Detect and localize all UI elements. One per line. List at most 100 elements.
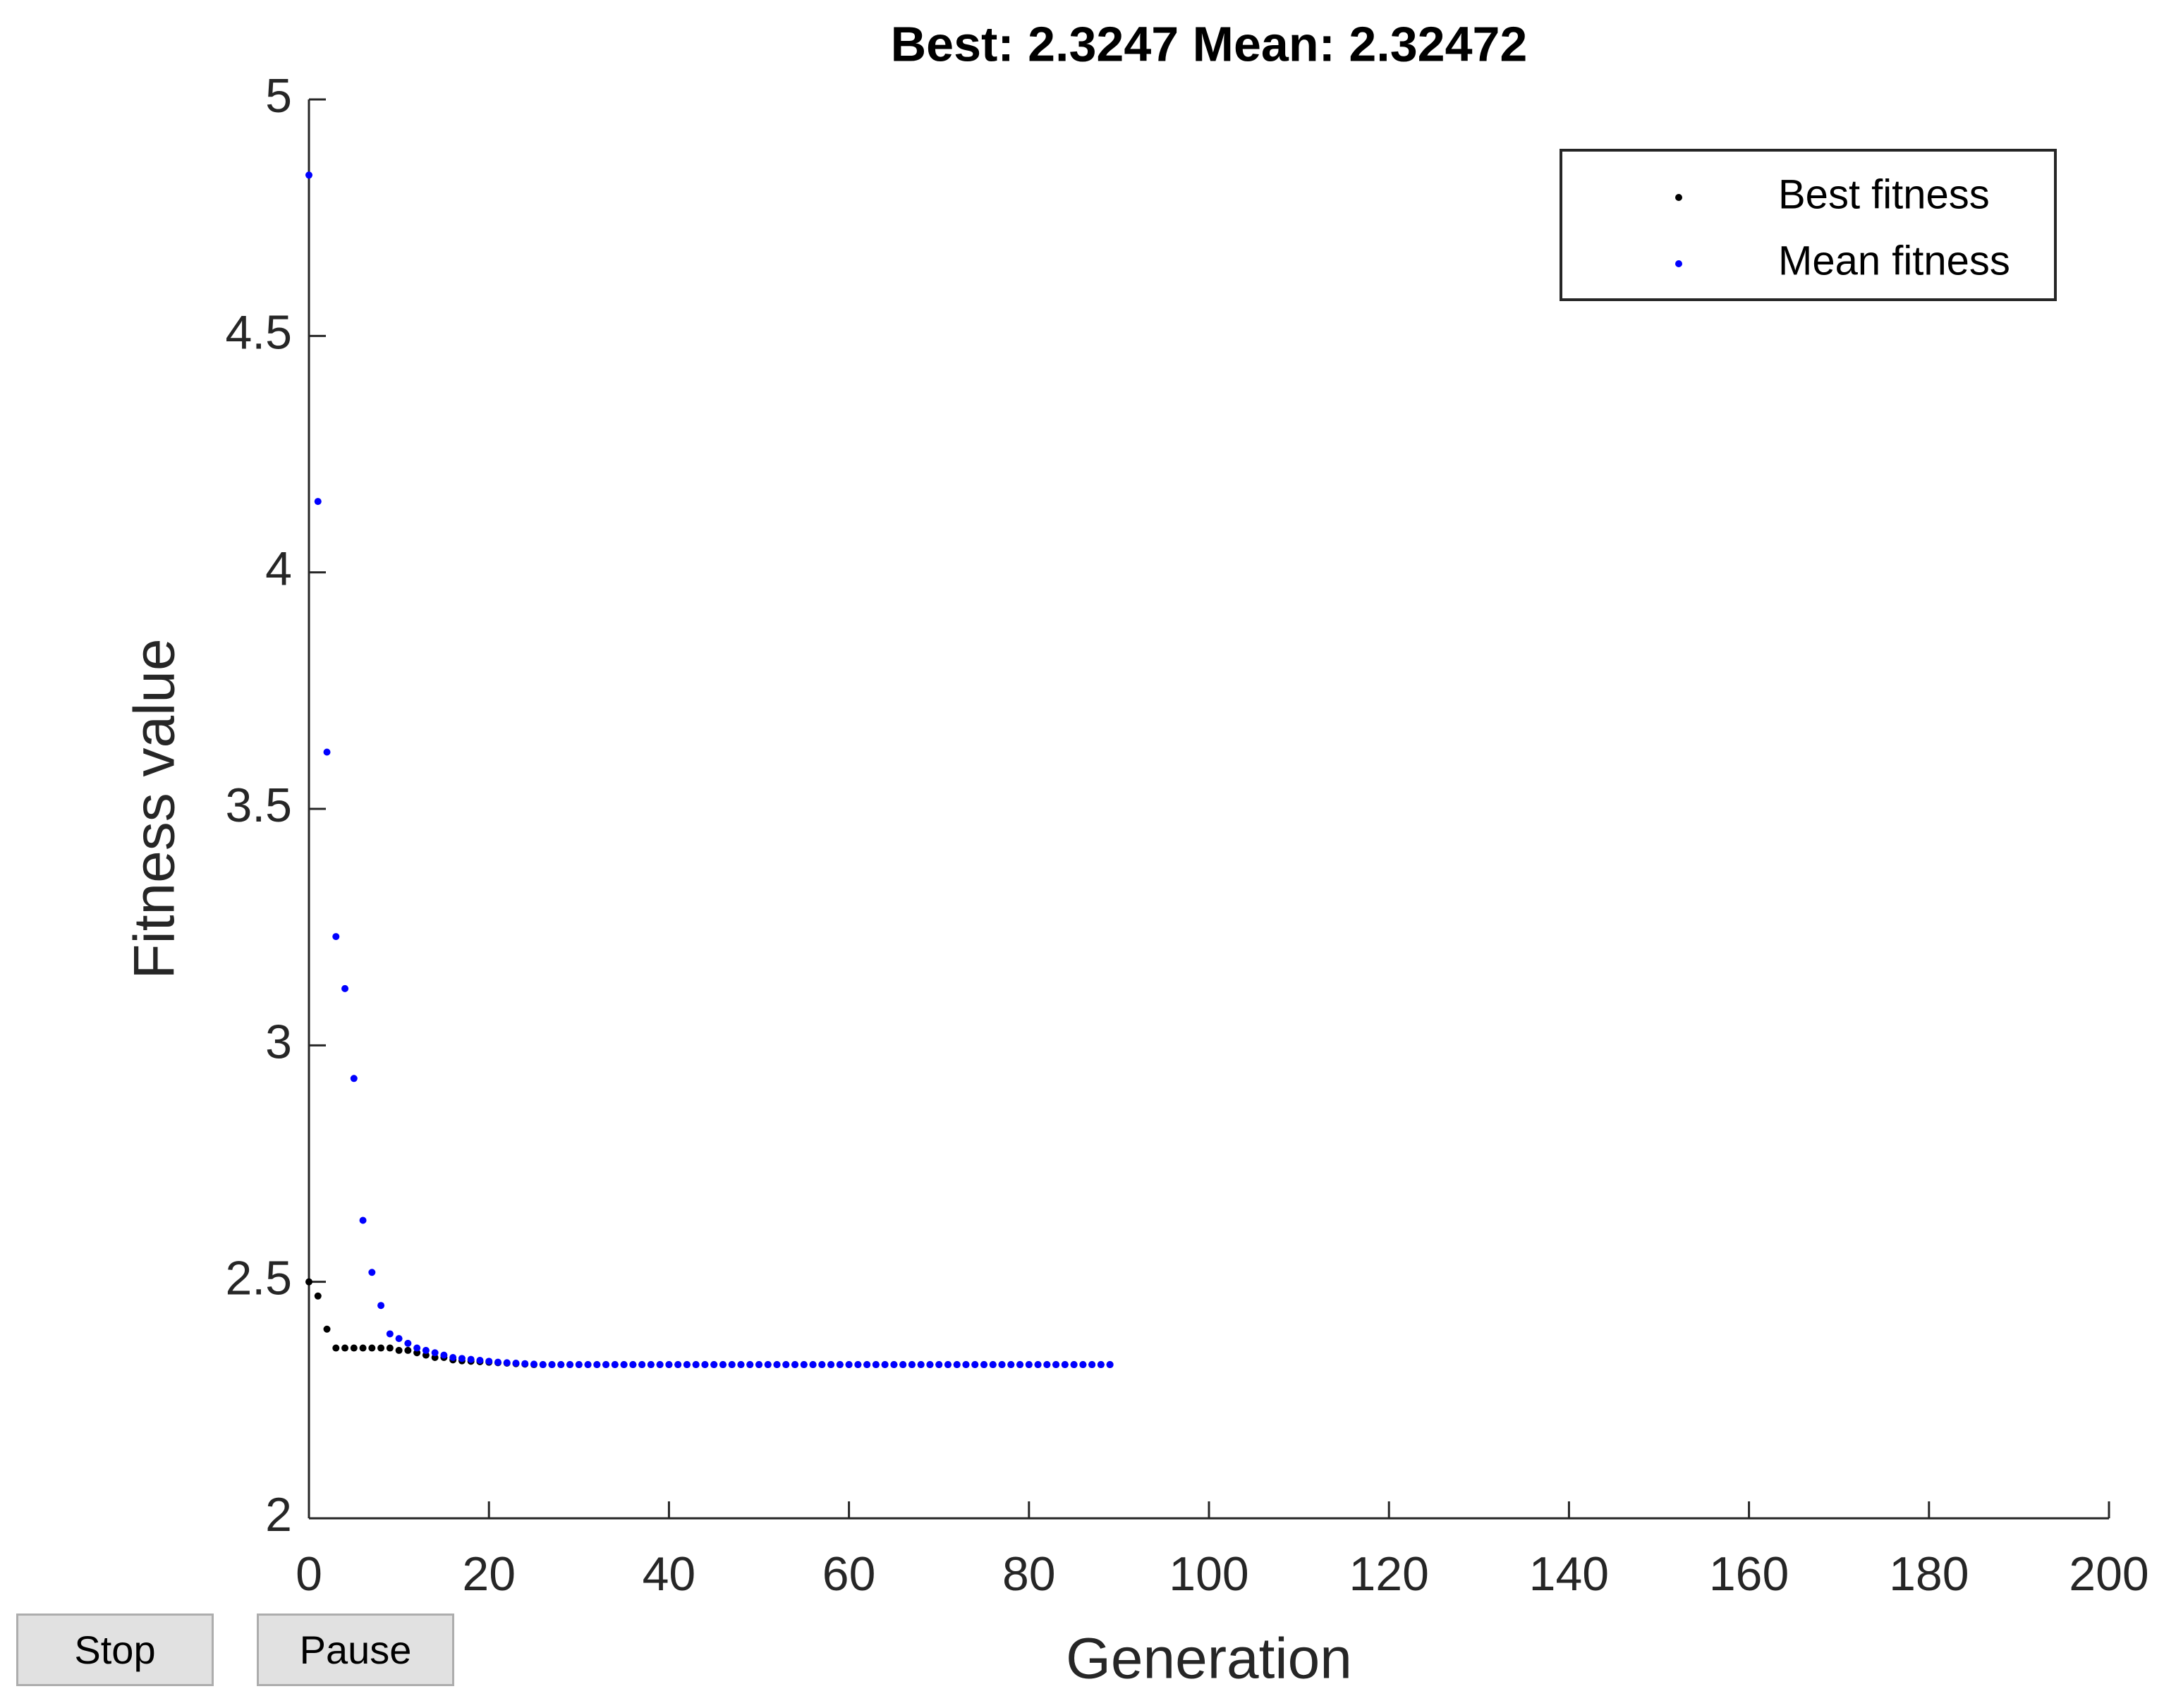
point	[665, 1361, 673, 1369]
point	[422, 1346, 430, 1354]
point	[584, 1361, 592, 1369]
point	[773, 1361, 781, 1369]
y-tick-label: 5	[265, 69, 292, 123]
point	[467, 1355, 475, 1363]
legend-marker	[1675, 194, 1682, 201]
point	[719, 1361, 727, 1369]
point	[1043, 1361, 1051, 1369]
point	[512, 1360, 520, 1367]
point	[692, 1361, 700, 1369]
y-tick-label: 2	[265, 1488, 292, 1542]
point	[890, 1361, 898, 1369]
point	[557, 1361, 565, 1369]
point	[386, 1344, 394, 1352]
point	[1052, 1361, 1060, 1369]
point	[368, 1269, 376, 1276]
point	[1025, 1361, 1033, 1369]
legend-box	[1560, 149, 2057, 301]
point	[674, 1361, 682, 1369]
point	[899, 1361, 907, 1369]
point	[431, 1349, 439, 1357]
point	[440, 1351, 448, 1359]
point	[377, 1302, 385, 1310]
point	[1106, 1361, 1114, 1369]
point	[611, 1361, 619, 1369]
point	[1070, 1361, 1078, 1369]
point	[989, 1361, 997, 1369]
point	[881, 1361, 889, 1369]
point	[1079, 1361, 1087, 1369]
point	[683, 1361, 691, 1369]
point	[629, 1361, 637, 1369]
x-tick-label: 80	[1002, 1547, 1056, 1601]
point	[791, 1361, 799, 1369]
point	[332, 1344, 340, 1352]
point	[359, 1344, 367, 1352]
point	[800, 1361, 808, 1369]
point	[953, 1361, 961, 1369]
point	[1034, 1361, 1042, 1369]
point	[386, 1330, 394, 1338]
point	[755, 1361, 762, 1369]
x-tick-label: 0	[296, 1547, 322, 1601]
point	[836, 1361, 844, 1369]
point	[998, 1361, 1006, 1369]
point	[341, 1344, 349, 1352]
point	[566, 1361, 574, 1369]
point	[476, 1356, 484, 1364]
point	[917, 1361, 925, 1369]
point	[971, 1361, 979, 1369]
x-tick-label: 140	[1529, 1547, 1609, 1601]
pause-button[interactable]: Pause	[257, 1614, 454, 1686]
point	[323, 1325, 331, 1333]
y-tick-label: 3.5	[225, 779, 292, 832]
y-tick-label: 2.5	[225, 1252, 292, 1305]
x-tick-label: 120	[1349, 1547, 1428, 1601]
point	[827, 1361, 835, 1369]
point	[485, 1358, 493, 1365]
point	[530, 1360, 537, 1368]
point	[395, 1346, 403, 1354]
point	[638, 1361, 646, 1369]
point	[503, 1359, 511, 1367]
point	[863, 1361, 871, 1369]
point	[1097, 1361, 1105, 1369]
point	[350, 1075, 358, 1082]
chart-title: Best: 2.3247 Mean: 2.32472	[891, 16, 1528, 71]
point	[908, 1361, 916, 1369]
point	[854, 1361, 862, 1369]
point	[926, 1361, 934, 1369]
point	[350, 1344, 358, 1352]
point	[620, 1361, 628, 1369]
y-axis-label: Fitness value	[123, 638, 187, 979]
x-tick-label: 100	[1169, 1547, 1248, 1601]
x-tick-label: 180	[1889, 1547, 1969, 1601]
point	[710, 1361, 718, 1369]
point	[1088, 1361, 1096, 1369]
point	[728, 1361, 736, 1369]
point	[1061, 1361, 1069, 1369]
point	[782, 1361, 790, 1369]
point	[494, 1358, 502, 1366]
legend-label: Best fitness	[1778, 171, 1990, 217]
point	[980, 1361, 987, 1369]
point	[548, 1361, 556, 1369]
stop-button[interactable]: Stop	[16, 1614, 214, 1686]
point	[305, 171, 312, 179]
point	[602, 1361, 610, 1369]
point	[449, 1353, 457, 1361]
point	[395, 1335, 403, 1343]
point	[521, 1360, 529, 1367]
point	[809, 1361, 817, 1369]
point	[377, 1344, 385, 1352]
point	[323, 748, 331, 756]
point	[656, 1361, 664, 1369]
point	[305, 1278, 312, 1286]
y-tick-label: 4.5	[225, 305, 292, 359]
point	[341, 984, 349, 992]
legend-marker	[1675, 260, 1682, 267]
point	[746, 1361, 754, 1369]
legend-label: Mean fitness	[1778, 238, 2010, 283]
